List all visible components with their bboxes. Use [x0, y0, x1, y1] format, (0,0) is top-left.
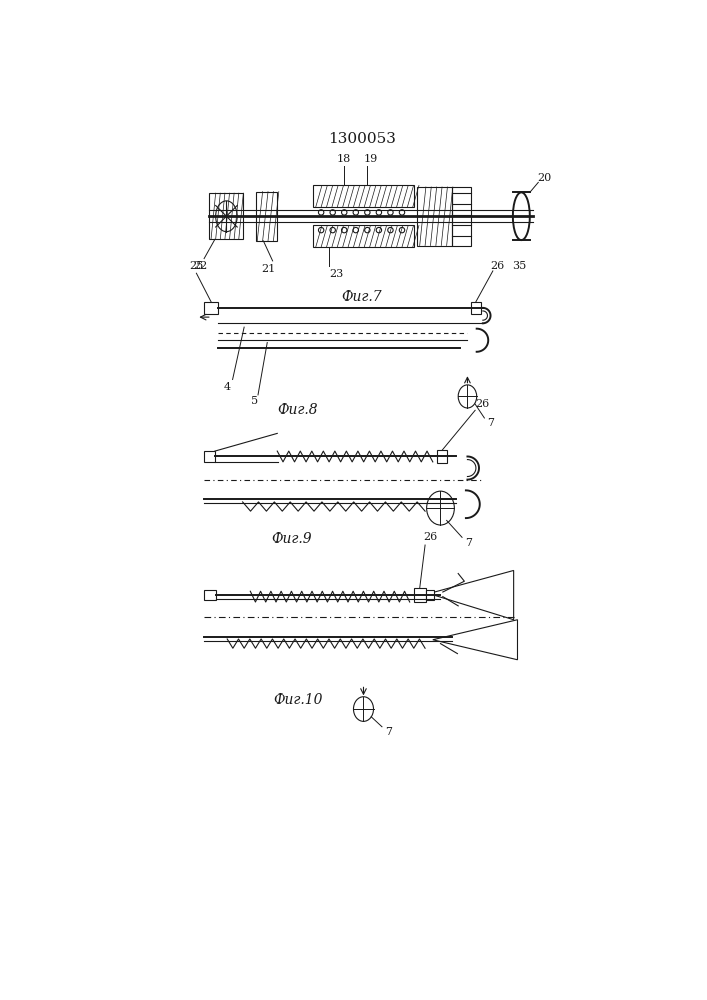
Text: 26: 26 [476, 399, 490, 409]
Text: 21: 21 [262, 264, 276, 274]
Bar [204, 451, 215, 462]
Text: 22: 22 [193, 261, 207, 271]
Bar [256, 192, 277, 241]
Text: 20: 20 [537, 173, 551, 183]
Text: 18: 18 [337, 154, 351, 164]
Text: 5: 5 [252, 396, 259, 406]
Ellipse shape [426, 491, 455, 525]
Text: 7: 7 [487, 418, 494, 428]
Text: 23: 23 [329, 269, 344, 279]
Bar [437, 450, 448, 463]
Text: Фиг.8: Фиг.8 [278, 403, 318, 417]
Bar [417, 187, 452, 246]
Text: 1300053: 1300053 [328, 132, 396, 146]
Bar [313, 185, 414, 207]
Bar [472, 302, 481, 314]
Text: 35: 35 [512, 261, 526, 271]
Bar [204, 590, 216, 600]
Bar [414, 588, 426, 602]
Text: 26: 26 [423, 532, 438, 542]
Text: Фиг.7: Фиг.7 [341, 290, 382, 304]
Text: Фиг.10: Фиг.10 [274, 693, 323, 707]
Bar [204, 302, 218, 314]
Text: 7: 7 [385, 727, 392, 737]
Bar [209, 193, 243, 239]
Text: 4: 4 [223, 382, 230, 392]
Bar [452, 187, 472, 246]
Text: 26: 26 [491, 261, 505, 271]
Text: 19: 19 [364, 154, 378, 164]
Bar [426, 590, 433, 600]
Text: 7: 7 [464, 538, 472, 548]
Text: 25: 25 [189, 261, 204, 271]
Bar [313, 225, 414, 247]
Text: Фиг.9: Фиг.9 [271, 532, 312, 546]
